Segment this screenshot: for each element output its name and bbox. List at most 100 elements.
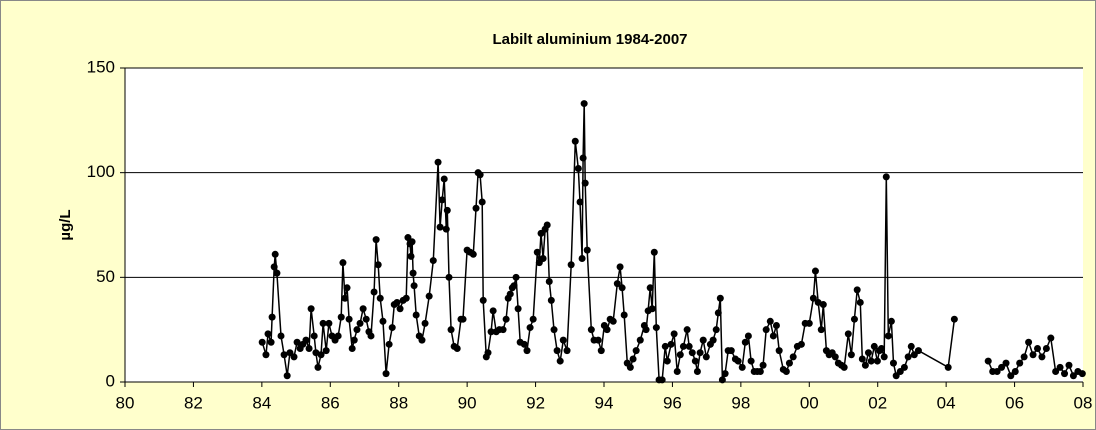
data-point: [445, 273, 453, 281]
data-point: [688, 349, 696, 357]
data-point: [696, 349, 704, 357]
data-point: [499, 326, 507, 334]
data-point: [402, 294, 410, 302]
data-point: [712, 326, 720, 334]
x-tick-label: 06: [1005, 393, 1024, 412]
x-tick-label: 98: [731, 393, 750, 412]
data-point: [547, 296, 555, 304]
data-point: [907, 342, 915, 350]
data-point: [718, 376, 726, 384]
data-point: [646, 284, 654, 292]
x-tick-label: 08: [1074, 393, 1093, 412]
data-point: [847, 351, 855, 359]
data-point: [268, 313, 276, 321]
data-point: [434, 158, 442, 166]
data-point: [616, 263, 624, 271]
data-point: [273, 269, 281, 277]
data-point: [944, 363, 952, 371]
x-tick-label: 00: [800, 393, 819, 412]
x-tick-label: 94: [595, 393, 614, 412]
data-point: [550, 326, 558, 334]
x-tick-label: 04: [937, 393, 956, 412]
data-point: [283, 372, 291, 380]
data-point: [709, 336, 717, 344]
data-point: [587, 326, 595, 334]
data-point: [362, 315, 370, 323]
data-point: [650, 248, 658, 256]
data-point: [359, 305, 367, 313]
data-point: [258, 338, 266, 346]
data-point: [506, 290, 514, 298]
data-point: [738, 363, 746, 371]
data-point: [766, 317, 774, 325]
data-point: [887, 317, 895, 325]
data-point: [1029, 351, 1037, 359]
x-tick-label: 96: [663, 393, 682, 412]
data-point: [581, 179, 589, 187]
data-point: [305, 345, 313, 353]
data-point: [379, 317, 387, 325]
data-point: [440, 175, 448, 183]
data-point: [844, 330, 852, 338]
data-point: [270, 263, 278, 271]
data-point: [642, 326, 650, 334]
data-point: [334, 332, 342, 340]
data-point: [762, 326, 770, 334]
data-point: [345, 315, 353, 323]
data-point: [618, 284, 626, 292]
data-point: [484, 349, 492, 357]
data-point: [1061, 370, 1069, 378]
data-point: [775, 347, 783, 355]
data-point: [676, 351, 684, 359]
data-point: [856, 298, 864, 306]
data-point: [429, 257, 437, 265]
data-point: [667, 340, 675, 348]
data-point: [789, 353, 797, 361]
data-point: [721, 370, 729, 378]
data-point: [658, 376, 666, 384]
data-point: [322, 347, 330, 355]
data-point: [769, 332, 777, 340]
x-tick-label: 84: [252, 393, 271, 412]
x-tick-label: 88: [389, 393, 408, 412]
data-point: [870, 342, 878, 350]
data-point: [563, 347, 571, 355]
data-point: [880, 353, 888, 361]
data-point: [339, 259, 347, 267]
data-point: [984, 357, 992, 365]
data-point: [583, 246, 591, 254]
data-point: [353, 326, 361, 334]
data-point: [1078, 370, 1086, 378]
data-point: [408, 238, 416, 246]
data-point: [412, 311, 420, 319]
x-tick-label: 02: [868, 393, 887, 412]
data-point: [280, 351, 288, 359]
data-point: [579, 154, 587, 162]
data-point: [459, 315, 467, 323]
data-point: [603, 326, 611, 334]
data-point: [652, 324, 660, 332]
data-point: [785, 359, 793, 367]
data-point: [393, 298, 401, 306]
data-point: [1056, 363, 1064, 371]
data-point: [514, 305, 522, 313]
data-point: [648, 305, 656, 313]
data-point: [772, 321, 780, 329]
x-tick-label: 90: [458, 393, 477, 412]
data-point: [443, 206, 451, 214]
data-point: [714, 309, 722, 317]
data-point: [805, 319, 813, 327]
data-point: [858, 355, 866, 363]
data-point: [819, 301, 827, 309]
chart-title: Labilt aluminium 1984-2007: [492, 31, 687, 48]
data-point: [861, 361, 869, 369]
data-point: [418, 336, 426, 344]
data-point: [683, 326, 691, 334]
data-point: [1002, 359, 1010, 367]
data-point: [1052, 368, 1060, 376]
data-point: [670, 330, 678, 338]
data-point: [356, 319, 364, 327]
data-point: [1047, 334, 1055, 342]
data-point: [1020, 353, 1028, 361]
data-point: [840, 363, 848, 371]
